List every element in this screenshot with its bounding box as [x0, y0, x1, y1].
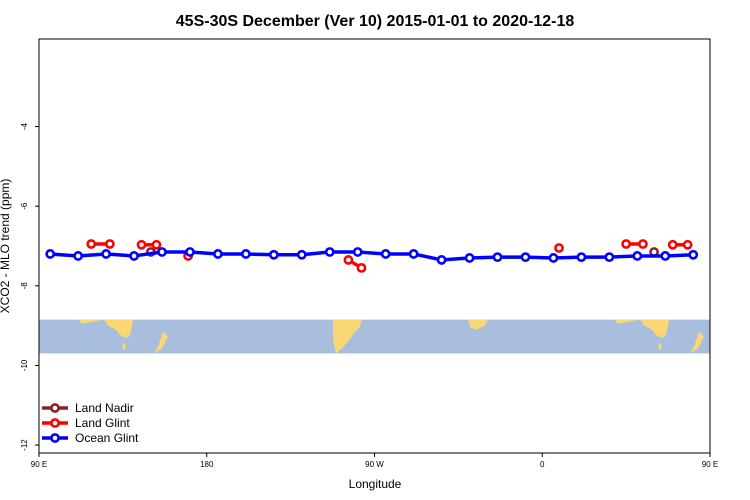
y-axis: -4 -6 -8 -10 -12: [20, 122, 39, 451]
data-point: [240, 249, 251, 259]
data-point: [104, 239, 115, 249]
data-point: [157, 247, 167, 257]
legend-marker: [50, 433, 60, 443]
map-land-africa: [468, 319, 488, 330]
data-point: [136, 239, 147, 250]
x-tick-label: 180: [200, 460, 214, 469]
data-point: [632, 251, 643, 261]
world-map-strip: [39, 319, 710, 354]
x-tick-label: 90 W: [365, 460, 384, 469]
data-point: [436, 255, 447, 265]
map-land-south-america: [333, 319, 362, 354]
x-axis-label: Longitude: [349, 477, 402, 491]
data-point: [554, 243, 564, 253]
x-axis: 90 E 180 90 W 0 90 E: [31, 453, 718, 469]
legend-label: Ocean Glint: [75, 431, 139, 445]
data-point: [356, 262, 367, 273]
data-point: [682, 239, 693, 250]
legend-marker: [50, 403, 60, 413]
y-tick-label: -10: [20, 359, 29, 371]
map-land-australia: [78, 319, 133, 339]
x-tick-label: 0: [540, 460, 545, 469]
data-point: [464, 253, 475, 263]
legend-label: Land Glint: [75, 416, 130, 430]
data-point: [343, 255, 354, 265]
data-point: [548, 253, 559, 263]
map-land-new-zealand-2: [690, 331, 704, 354]
data-point: [268, 249, 279, 260]
data-point: [296, 249, 307, 260]
data-point: [604, 252, 615, 263]
data-point: [380, 249, 391, 259]
data-point: [408, 249, 419, 259]
data-point: [213, 249, 223, 259]
data-point: [129, 251, 139, 261]
x-tick-label: 90 E: [31, 460, 47, 469]
data-point: [688, 249, 699, 260]
data-point: [101, 249, 111, 259]
map-ocean: [39, 319, 710, 354]
data-point: [352, 247, 363, 257]
data-point: [45, 249, 56, 259]
series-ocean-glint: [45, 247, 699, 265]
data-point: [667, 239, 678, 250]
data-point: [86, 239, 97, 249]
y-tick-label: -6: [20, 202, 29, 210]
data-point: [151, 239, 162, 250]
legend-label: Land Nadir: [75, 401, 134, 415]
map-land-tasmania-2: [658, 343, 662, 351]
y-tick-label: -8: [20, 282, 29, 290]
legend-item: Ocean Glint: [42, 431, 139, 445]
data-point: [576, 252, 587, 263]
data-point: [73, 251, 84, 261]
legend-item: Land Glint: [42, 416, 130, 430]
y-axis-label: XCO2 - MLO trend (ppm): [0, 179, 12, 314]
data-point: [324, 247, 335, 257]
series-line: [50, 250, 694, 262]
x-tick-label: 90 E: [702, 460, 718, 469]
map-land-australia-2: [614, 319, 669, 339]
data-point: [638, 239, 648, 249]
y-tick-label: -4: [20, 122, 29, 130]
legend-marker: [50, 418, 60, 428]
data-point: [621, 239, 632, 249]
data-point: [520, 252, 531, 263]
map-land-new-zealand: [154, 331, 168, 354]
map-land-tasmania: [122, 343, 126, 351]
data-point: [185, 247, 195, 257]
series-layer: [45, 239, 699, 273]
data-point: [660, 251, 671, 261]
data-point: [492, 252, 503, 263]
y-tick-label: -12: [20, 439, 29, 451]
legend-item: Land Nadir: [42, 401, 134, 415]
chart-title: 45S-30S December (Ver 10) 2015-01-01 to …: [176, 13, 575, 30]
